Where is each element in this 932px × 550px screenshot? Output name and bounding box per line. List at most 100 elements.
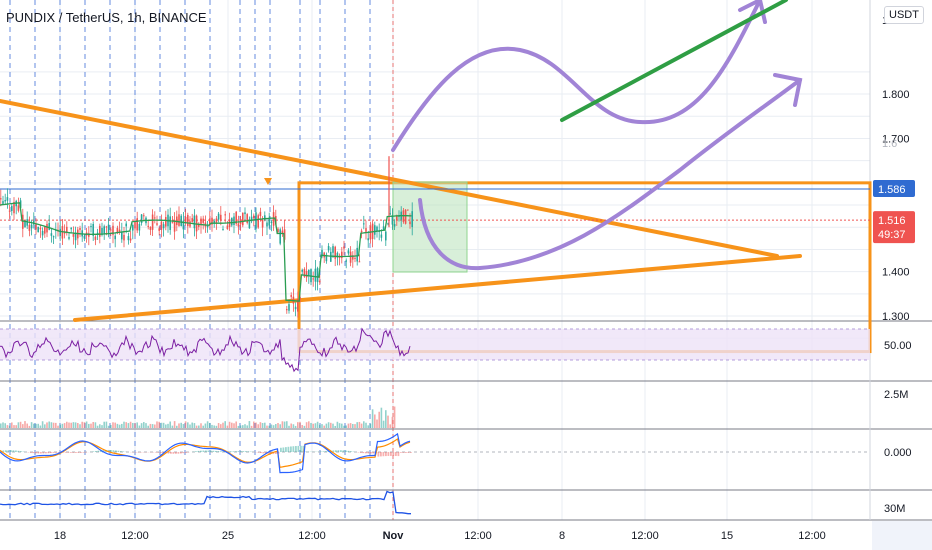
macd-histogram-bar xyxy=(410,452,412,453)
volume-bar xyxy=(143,422,145,428)
volume-bar xyxy=(15,425,17,428)
candle-body xyxy=(404,209,407,224)
currency-badge[interactable]: USDT xyxy=(884,6,924,24)
candle-body xyxy=(272,212,275,226)
volume-bar xyxy=(371,409,374,428)
volume-bar xyxy=(321,424,323,428)
volume-level-label: 2.5M xyxy=(884,389,908,401)
candle-body xyxy=(165,217,167,227)
macd-histogram-bar xyxy=(207,450,210,452)
volume-bar xyxy=(270,424,273,428)
macd-histogram-bar xyxy=(380,452,382,457)
candle-body xyxy=(178,214,180,226)
macd-histogram-bar xyxy=(337,450,340,452)
volume-bar xyxy=(24,421,26,428)
volume-bar xyxy=(6,425,9,428)
volume-bar xyxy=(110,424,112,428)
macd-histogram-bar xyxy=(280,447,282,452)
macd-histogram-bar xyxy=(57,452,60,453)
candle-body xyxy=(325,254,328,262)
volume-bar xyxy=(72,422,75,428)
macd-histogram-bar xyxy=(205,450,207,452)
macd-histogram-bar xyxy=(210,450,212,452)
candle-body xyxy=(198,223,200,227)
volume-bar xyxy=(88,423,90,428)
volume-bar xyxy=(248,421,251,428)
volume-bar xyxy=(41,421,44,428)
macd-histogram-bar xyxy=(177,452,180,454)
volume-bar xyxy=(380,407,383,428)
candle-body xyxy=(116,227,119,234)
volume-bar xyxy=(8,425,11,428)
macd-histogram-bar xyxy=(300,445,302,452)
macd-histogram-bar xyxy=(397,452,400,457)
candle-body xyxy=(305,271,308,278)
volume-bar xyxy=(264,422,266,428)
candle-body xyxy=(6,197,9,201)
macd-histogram-bar xyxy=(227,451,230,452)
x-tick-label: 15 xyxy=(721,530,733,542)
volume-bar xyxy=(116,423,119,428)
volume-bar xyxy=(121,423,123,428)
candle-body xyxy=(39,227,42,230)
candle-body xyxy=(149,226,152,230)
moving-average-line xyxy=(0,202,412,302)
candle-body xyxy=(112,225,114,235)
candle-body xyxy=(125,223,127,227)
macd-histogram-bar xyxy=(67,452,70,453)
volume-bar xyxy=(48,421,50,428)
macd-histogram-bar xyxy=(37,452,40,454)
candle-body xyxy=(281,230,284,234)
macd-histogram-bar xyxy=(62,452,65,453)
macd-histogram-bar xyxy=(42,452,45,454)
macd-histogram-bar xyxy=(175,452,177,454)
blue-level-label: 1.586 xyxy=(878,184,906,196)
volume-bar xyxy=(259,422,262,428)
volume-bar xyxy=(374,414,376,428)
candle-body xyxy=(387,223,389,225)
macd-histogram-bar xyxy=(202,450,205,452)
macd-histogram-bar xyxy=(325,451,327,452)
macd-histogram-bar xyxy=(30,452,32,453)
x-tick-label: 12:00 xyxy=(298,530,326,542)
last-price-label: 1.516 xyxy=(878,215,906,227)
macd-histogram-bar xyxy=(292,446,295,452)
candle-body xyxy=(114,235,116,240)
macd-histogram-bar xyxy=(35,452,37,454)
volume-bar xyxy=(182,424,185,428)
volume-bar xyxy=(189,424,191,428)
volume-bar xyxy=(391,416,394,428)
macd-histogram-bar xyxy=(197,450,200,452)
candle-body xyxy=(169,216,171,230)
candle-body xyxy=(103,226,105,234)
candle-body xyxy=(352,255,354,260)
volume-bar xyxy=(268,425,270,428)
candle-body xyxy=(30,224,33,229)
obv-line xyxy=(0,490,411,515)
candle-body xyxy=(147,225,149,227)
candle-body xyxy=(176,216,178,226)
candle-body xyxy=(92,223,94,236)
volume-bar xyxy=(316,421,319,428)
candle-body xyxy=(66,226,68,233)
candle-body xyxy=(156,223,158,225)
volume-bar xyxy=(327,422,330,428)
macd-histogram-bar xyxy=(55,452,57,453)
volume-bar xyxy=(378,411,380,428)
volume-bar xyxy=(171,425,174,428)
macd-signal-line xyxy=(0,438,411,468)
macd-histogram-bar xyxy=(267,452,270,454)
macd-histogram-bar xyxy=(247,451,250,452)
candle-body xyxy=(334,246,336,259)
volume-bar xyxy=(19,421,22,428)
macd-histogram-bar xyxy=(20,451,22,452)
macd-histogram-bar xyxy=(285,447,287,452)
volume-bar xyxy=(74,422,77,428)
volume-bar xyxy=(233,423,235,428)
macd-histogram-bar xyxy=(185,452,187,453)
volume-bar xyxy=(202,425,204,428)
volume-bar xyxy=(323,425,325,428)
